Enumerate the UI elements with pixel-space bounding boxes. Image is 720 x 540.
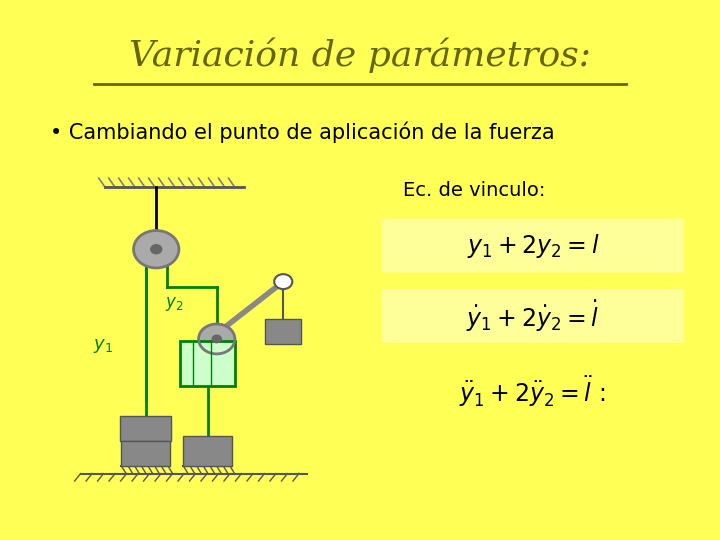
Bar xyxy=(120,416,171,441)
Text: $y_1 + 2y_2 = l$: $y_1 + 2y_2 = l$ xyxy=(467,232,599,260)
Circle shape xyxy=(134,231,179,268)
FancyBboxPatch shape xyxy=(382,289,684,343)
Circle shape xyxy=(274,274,292,289)
Text: • Cambiando el punto de aplicación de la fuerza: • Cambiando el punto de aplicación de la… xyxy=(50,122,555,143)
Text: $\dot{y}_1 + 2\dot{y}_2 = \dot{l}$: $\dot{y}_1 + 2\dot{y}_2 = \dot{l}$ xyxy=(467,298,599,334)
Text: $y_2$: $y_2$ xyxy=(166,294,184,313)
FancyBboxPatch shape xyxy=(382,219,684,273)
Circle shape xyxy=(212,335,221,343)
Circle shape xyxy=(199,324,235,354)
Text: Variación de parámetros:: Variación de parámetros: xyxy=(129,38,591,73)
Bar xyxy=(181,341,235,386)
Circle shape xyxy=(150,245,162,254)
Text: Ec. de vinculo:: Ec. de vinculo: xyxy=(403,181,546,200)
Bar xyxy=(122,441,170,466)
Bar xyxy=(265,319,302,344)
Bar xyxy=(184,436,232,466)
Text: $\ddot{y}_1 + 2\ddot{y}_2 = \ddot{l}\,:$: $\ddot{y}_1 + 2\ddot{y}_2 = \ddot{l}\,:$ xyxy=(459,374,606,409)
Text: $y_1$: $y_1$ xyxy=(93,337,113,355)
